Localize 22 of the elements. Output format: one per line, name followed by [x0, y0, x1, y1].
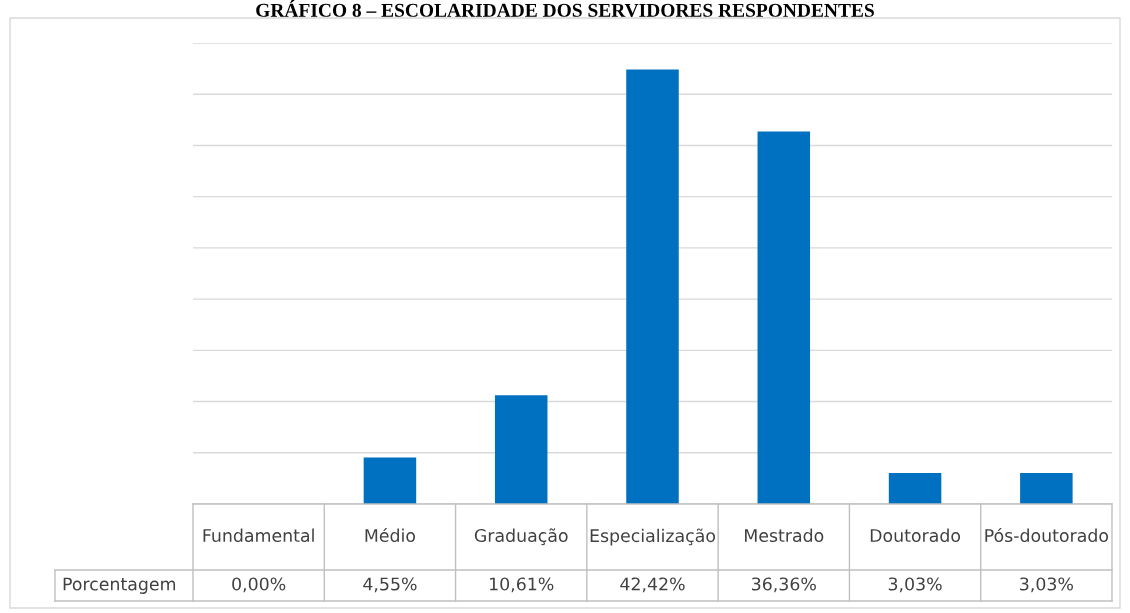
data-label: 10,61%	[490, 577, 554, 593]
data-label: 3,03%	[1020, 577, 1073, 593]
x-tick-label: Pós-doutorado	[985, 527, 1109, 543]
bar	[626, 69, 679, 504]
bar	[888, 472, 942, 504]
chart-title: GRÁFICO 8 – ESCOLARIDADE DOS SERVIDORES RESPONDENTES	[256, 0, 874, 17]
bar	[1020, 472, 1073, 504]
x-tick-label: Fundamental	[203, 528, 314, 543]
x-tick-label: Doutorado	[870, 528, 961, 543]
x-tick-label: Graduação	[474, 528, 568, 546]
bar	[494, 395, 548, 504]
data-label: 42,42%	[620, 577, 685, 593]
data-label: 3,03%	[888, 577, 942, 593]
x-tick-label: Médio	[365, 527, 416, 543]
data-label: 36,36%	[752, 577, 816, 593]
text: Porcentagem	[63, 577, 176, 594]
bar	[757, 131, 811, 504]
data-label: 0,00%	[232, 577, 286, 593]
data-label: 4,55%	[363, 577, 417, 593]
x-tick-label: Especialização	[590, 528, 716, 546]
bar	[363, 457, 417, 504]
x-tick-label: Mestrado	[745, 528, 824, 543]
